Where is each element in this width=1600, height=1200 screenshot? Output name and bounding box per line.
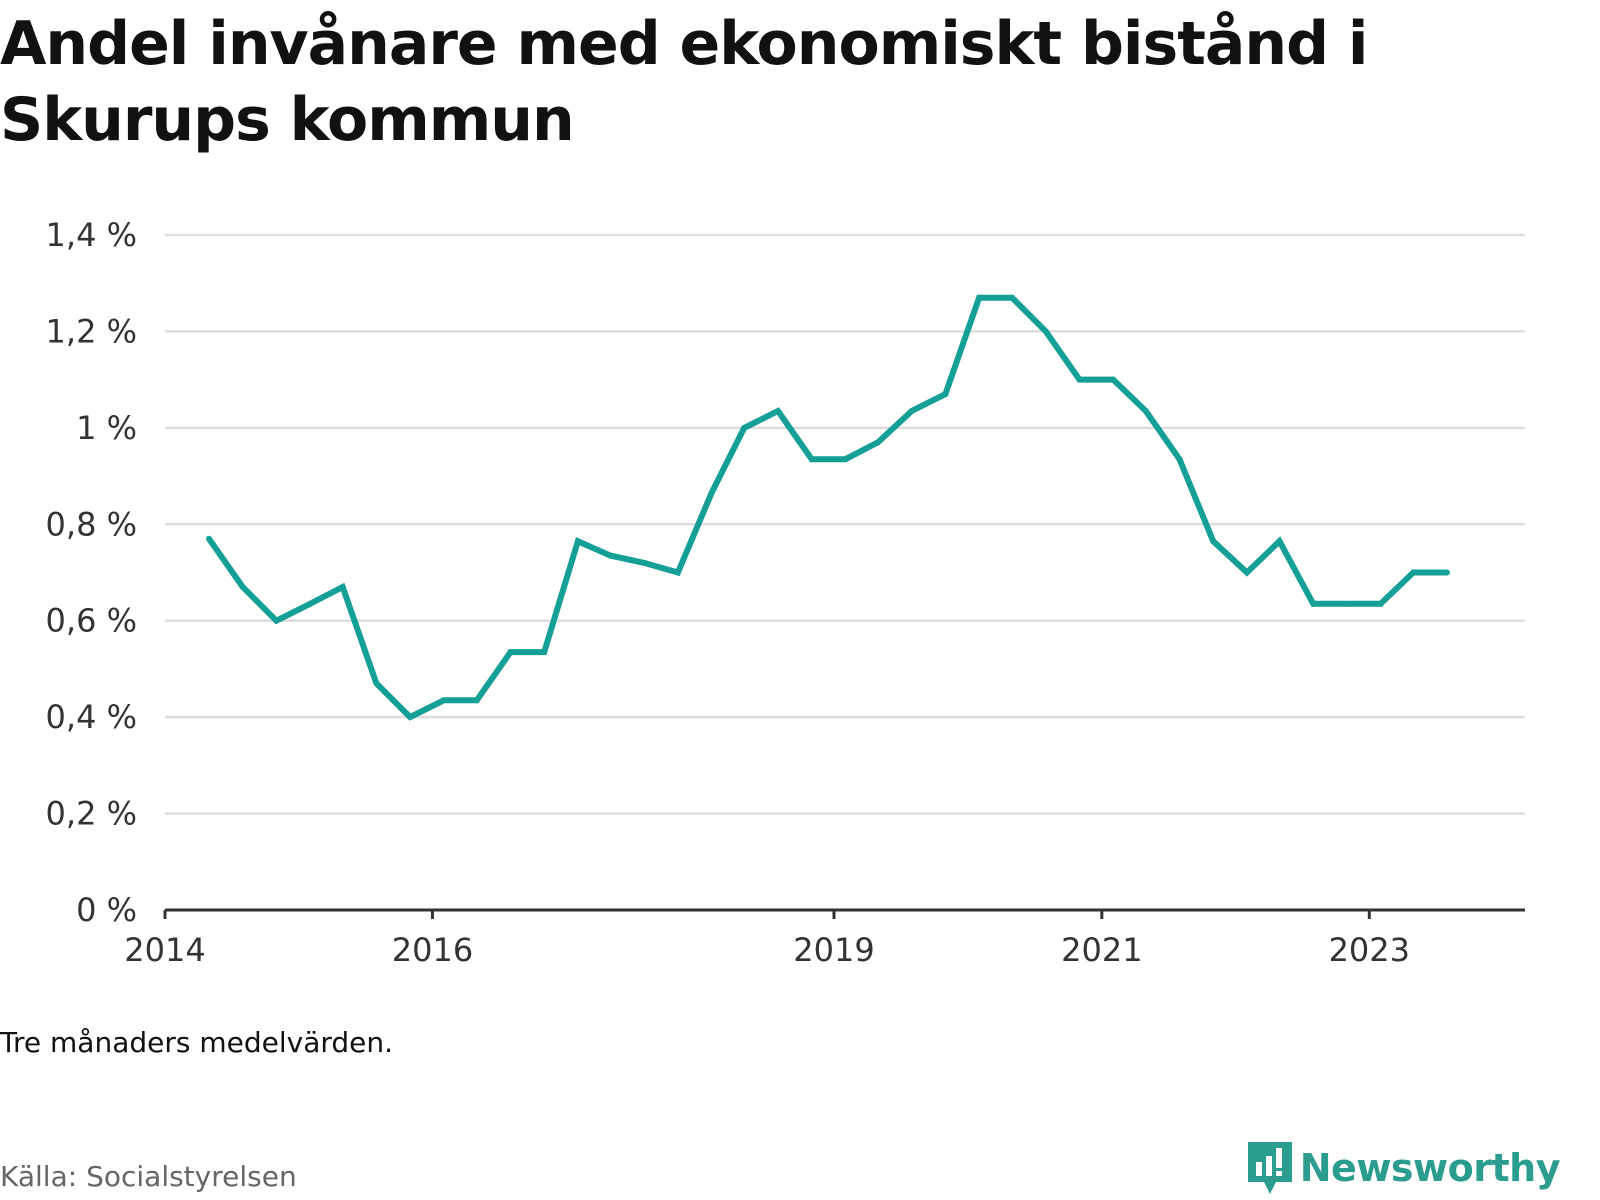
data-point	[307, 600, 314, 607]
data-point	[708, 489, 715, 496]
data-point	[1210, 538, 1217, 545]
data-point	[1343, 600, 1350, 607]
data-point	[674, 569, 681, 576]
data-point	[1243, 569, 1250, 576]
data-point	[473, 697, 480, 704]
y-tick-label: 1,4 %	[46, 216, 137, 254]
data-point	[1009, 294, 1016, 301]
x-tick-label: 2019	[793, 931, 874, 969]
data-point	[908, 407, 915, 414]
data-point	[239, 583, 246, 590]
x-tick-label: 2016	[392, 931, 473, 969]
x-axis: 2014 2016 2019 2021 2023	[124, 908, 1525, 969]
data-point	[1176, 456, 1183, 463]
data-point	[1310, 600, 1317, 607]
x-tick-label: 2023	[1329, 931, 1410, 969]
data-point	[1276, 538, 1283, 545]
data-point	[641, 559, 648, 566]
data-point	[607, 552, 614, 559]
grid-lines	[165, 233, 1525, 815]
data-point	[1042, 328, 1049, 335]
data-point	[541, 649, 548, 656]
data-point	[574, 538, 581, 545]
y-tick-label: 0,6 %	[46, 602, 137, 640]
data-point	[1377, 600, 1384, 607]
y-tick-label: 1 %	[76, 409, 137, 447]
newsworthy-logo-icon	[1247, 1142, 1292, 1194]
data-point	[808, 456, 815, 463]
data-point	[774, 407, 781, 414]
data-point	[1410, 569, 1417, 576]
series-layer	[205, 294, 1450, 721]
data-point	[440, 697, 447, 704]
chart-title: Andel invånare med ekonomiskt bistånd i …	[0, 9, 1368, 155]
y-tick-label: 0 %	[76, 891, 137, 929]
data-point	[339, 583, 346, 590]
line-chart: 0 % 0,2 % 0,4 % 0,6 % 0,8 % 1 % 1,2 % 1,4 % 201…	[46, 216, 1525, 969]
data-point	[741, 424, 748, 431]
series-line	[206, 294, 1447, 721]
y-tick-label: 0,8 %	[46, 505, 137, 543]
data-point	[874, 439, 881, 446]
y-tick-label: 0,2 %	[46, 795, 137, 833]
data-point	[842, 456, 849, 463]
newsworthy-logo: Newsworthy	[1246, 1140, 1561, 1196]
brand-name: Newsworthy	[1299, 1146, 1561, 1190]
data-point	[407, 714, 414, 721]
source-credit: Källa: Socialstyrelsen	[0, 1160, 297, 1193]
data-point	[205, 535, 212, 542]
data-point	[1142, 407, 1149, 414]
data-point	[1443, 569, 1450, 576]
data-point	[976, 294, 983, 301]
data-point	[273, 617, 280, 624]
y-tick-label: 0,4 %	[46, 698, 137, 736]
x-tick-label: 2021	[1061, 931, 1142, 969]
data-point	[1110, 376, 1117, 383]
y-axis-labels: 0 % 0,2 % 0,4 % 0,6 % 0,8 % 1 % 1,2 % 1,4 %	[46, 216, 137, 929]
chart-note: Tre månaders medelvärden.	[0, 1026, 394, 1059]
data-point	[373, 680, 380, 687]
y-tick-label: 1,2 %	[46, 312, 137, 350]
data-point	[1076, 376, 1083, 383]
data-point	[942, 391, 949, 398]
data-point	[507, 649, 514, 656]
x-tick-label: 2014	[124, 931, 205, 969]
